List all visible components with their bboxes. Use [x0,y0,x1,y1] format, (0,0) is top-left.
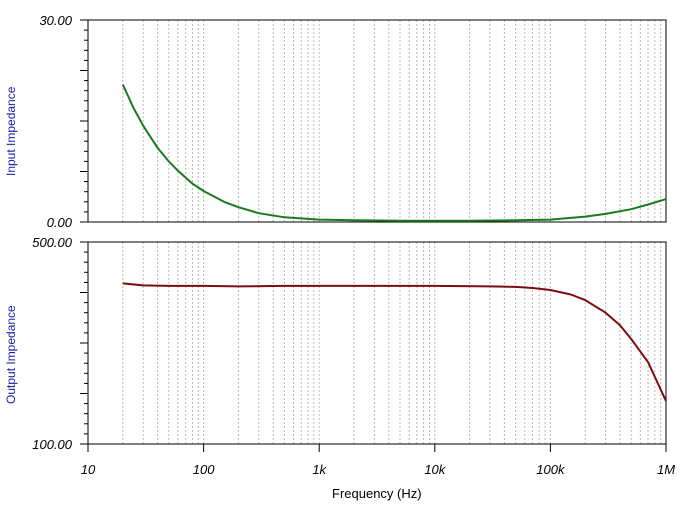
x-tick-label: 10 [81,462,96,477]
series-line [122,282,667,402]
x-tick-label: 100k [536,462,566,477]
x-tick-label: 1k [312,462,327,477]
x-tick-label: 100 [193,462,215,477]
output-impedance-axis-label: Output Impedance [4,305,18,404]
x-tick-label: 1M [657,462,675,477]
frequency-axis-label: Frequency (Hz) [332,486,422,501]
y-tick-label: 100.00 [32,437,73,452]
series-line [121,84,667,222]
y-tick-label: 30.00 [39,13,72,28]
input-impedance-axis-label: Input Impedance [4,86,18,176]
plot-frame [87,241,667,445]
y-tick-label: 500.00 [32,235,73,250]
x-tick-label: 10k [424,462,446,477]
y-tick-label: 0.00 [47,215,73,230]
plot-frame [87,19,667,223]
